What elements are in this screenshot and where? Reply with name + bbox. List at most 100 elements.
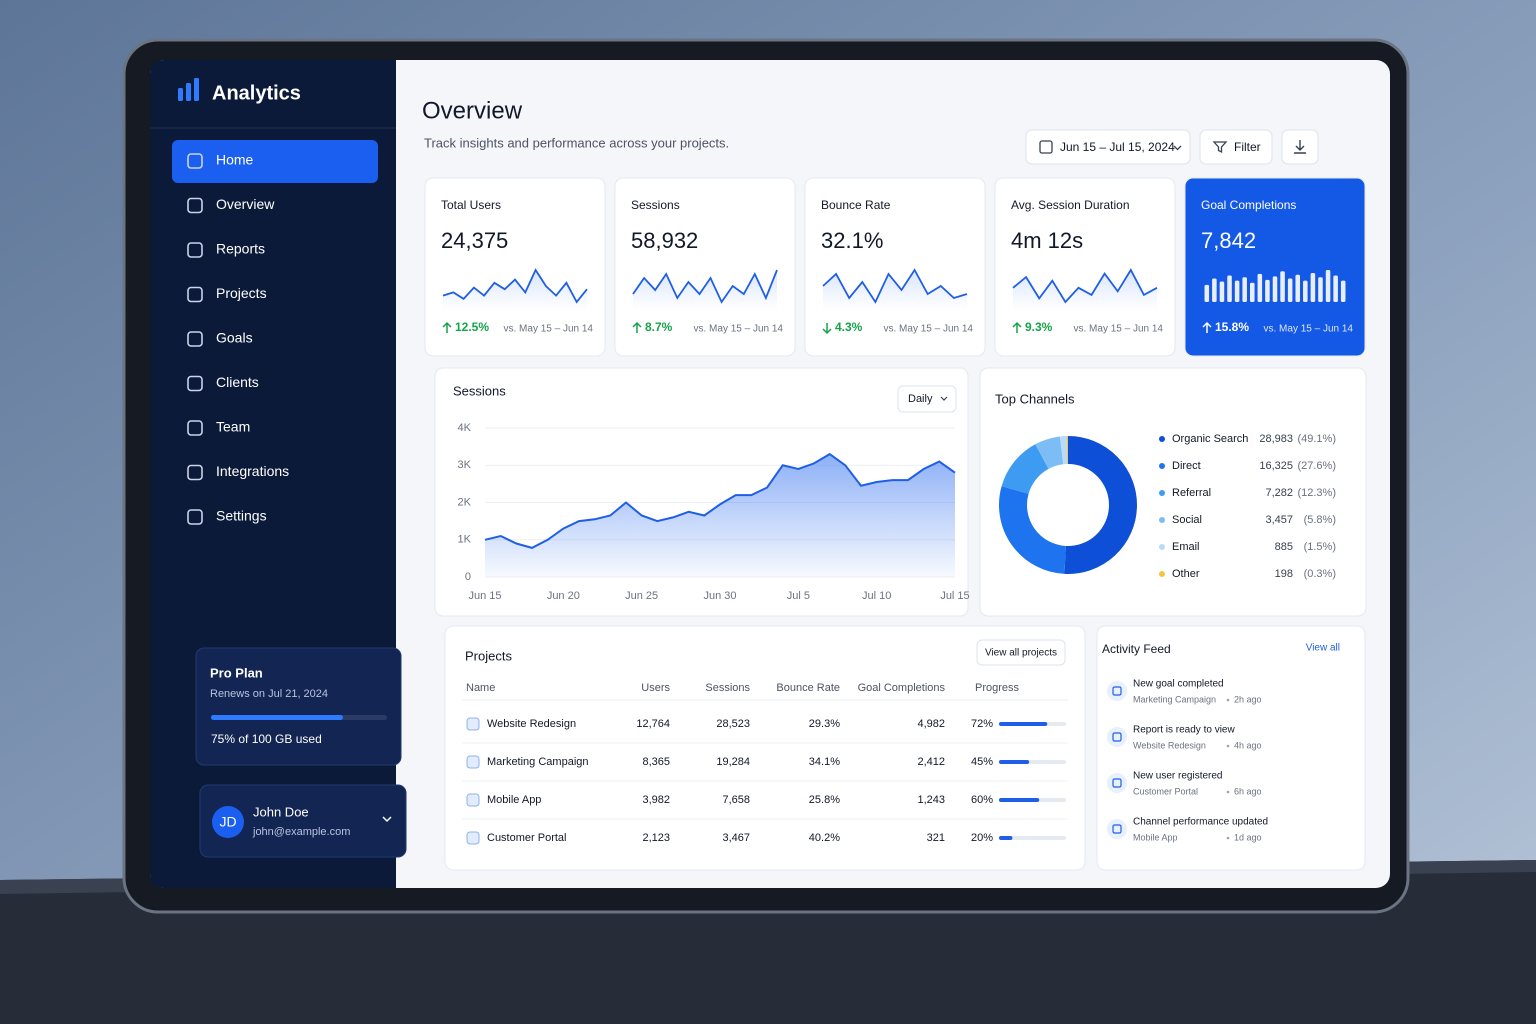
table-cell: Website Redesign [487, 718, 576, 730]
legend-value: 198 [1275, 568, 1293, 580]
page-title: Overview [422, 97, 523, 124]
nav-item[interactable]: Reports [216, 241, 265, 257]
x-tick-label: Jun 25 [625, 590, 658, 602]
legend-label: Organic Search [1172, 433, 1248, 445]
legend-dot [1159, 544, 1165, 550]
kpi-comparison: vs. May 15 – Jun 14 [504, 324, 594, 335]
legend-share: (1.5%) [1304, 541, 1336, 553]
brand-icon [194, 78, 199, 101]
sparkline [632, 269, 778, 304]
view-all-link[interactable]: View all [1306, 643, 1340, 654]
kpi-value: 32.1% [821, 228, 883, 253]
separator-dot [1226, 836, 1230, 840]
legend-share: (5.8%) [1304, 514, 1336, 526]
legend-label: Direct [1172, 460, 1201, 472]
separator-dot [1226, 698, 1230, 702]
nav-item[interactable]: Team [216, 419, 250, 435]
kpi-comparison: vs. May 15 – Jun 14 [694, 324, 784, 335]
panel-title: Sessions [453, 383, 506, 398]
brand-name: Analytics [212, 82, 301, 104]
y-tick-label: 3K [458, 459, 472, 471]
table-cell: 3,467 [722, 832, 750, 844]
date-range: Jun 15 – Jul 15, 2024 [1060, 140, 1175, 154]
brand-icon [178, 88, 183, 101]
progress-track [999, 836, 1066, 840]
legend-value: 885 [1275, 541, 1293, 553]
legend-label: Referral [1172, 487, 1211, 499]
chevron [940, 396, 948, 401]
project-icon [466, 717, 480, 731]
period-select[interactable] [897, 385, 957, 413]
table-cell: 29.3% [809, 718, 840, 730]
donut-segment [1064, 436, 1137, 574]
legend-label: Other [1172, 568, 1200, 580]
change-arrow [1012, 321, 1022, 333]
legend-dot [1159, 571, 1165, 577]
nav-item[interactable]: Projects [216, 285, 267, 301]
kpi-bar [1287, 278, 1293, 302]
x-tick-label: Jun 20 [547, 590, 580, 602]
activity-glyph [1112, 732, 1122, 742]
filter-button[interactable] [1199, 129, 1273, 165]
user-card[interactable] [199, 784, 407, 858]
activity-icon [1107, 681, 1127, 701]
activity-time: 6h ago [1234, 786, 1262, 796]
nav-item[interactable]: Clients [216, 374, 259, 390]
nav-item[interactable]: Home [216, 152, 254, 168]
donut-segment [1035, 436, 1064, 470]
legend-share: (27.6%) [1297, 460, 1336, 472]
donut-segment [1001, 444, 1050, 495]
kpi-bar [1295, 274, 1301, 302]
plan-card [195, 647, 402, 766]
projects-panel [444, 625, 1086, 871]
activity-project: Mobile App [1133, 832, 1178, 842]
activity-project: Website Redesign [1133, 740, 1206, 750]
sparkline-area [1013, 270, 1157, 310]
kpi-card [614, 177, 796, 357]
nav-item[interactable]: Goals [216, 330, 253, 346]
nav-item[interactable]: Integrations [216, 463, 289, 479]
table-cell: Mobile App [487, 794, 541, 806]
progress-bar [999, 798, 1040, 802]
kpi-bar [1265, 279, 1270, 302]
kpi-card [424, 177, 606, 357]
nav-item[interactable]: Settings [216, 508, 267, 524]
activity-title: Report is ready to view [1133, 725, 1235, 736]
kpi-bar [1204, 284, 1210, 302]
nav-active-bg [172, 140, 378, 183]
kpi-change: 8.7% [645, 320, 673, 334]
plan-title: Pro Plan [210, 665, 263, 680]
column-header: Users [641, 682, 670, 694]
kpi-comparison: vs. May 15 – Jun 14 [1264, 324, 1354, 335]
change-arrow [822, 323, 832, 335]
kpi-bar [1272, 276, 1278, 302]
kpi-bar [1257, 273, 1263, 302]
project-icon [466, 831, 480, 845]
nav-icon [187, 242, 203, 258]
separator-dot [1226, 744, 1230, 748]
legend-share: (12.3%) [1297, 487, 1336, 499]
nav-item[interactable]: Overview [216, 196, 275, 212]
column-header: Name [466, 682, 495, 694]
table-cell: 12,764 [636, 718, 670, 730]
x-tick-label: Jul 15 [940, 590, 969, 602]
progress-bar [999, 836, 1013, 840]
kpi-bar [1325, 270, 1331, 302]
progress-label: 60% [971, 794, 993, 806]
project-icon [466, 793, 480, 807]
kpi-bar [1249, 282, 1255, 302]
date-button[interactable] [1025, 129, 1191, 165]
nav-icon [187, 331, 203, 347]
plan-renews: Renews on Jul 21, 2024 [210, 688, 328, 700]
donut-segment [999, 486, 1067, 574]
kpi-change: 4.3% [835, 320, 863, 334]
view-projects-button[interactable] [976, 639, 1066, 666]
activity-icon [1107, 819, 1127, 839]
nav-icon [187, 153, 203, 169]
table-cell: 321 [927, 832, 945, 844]
legend-share: (49.1%) [1297, 433, 1336, 445]
activity-icon [1107, 727, 1127, 747]
panel-title: Projects [465, 648, 512, 663]
kpi-bar [1234, 280, 1240, 302]
legend-share: (0.3%) [1304, 568, 1336, 580]
